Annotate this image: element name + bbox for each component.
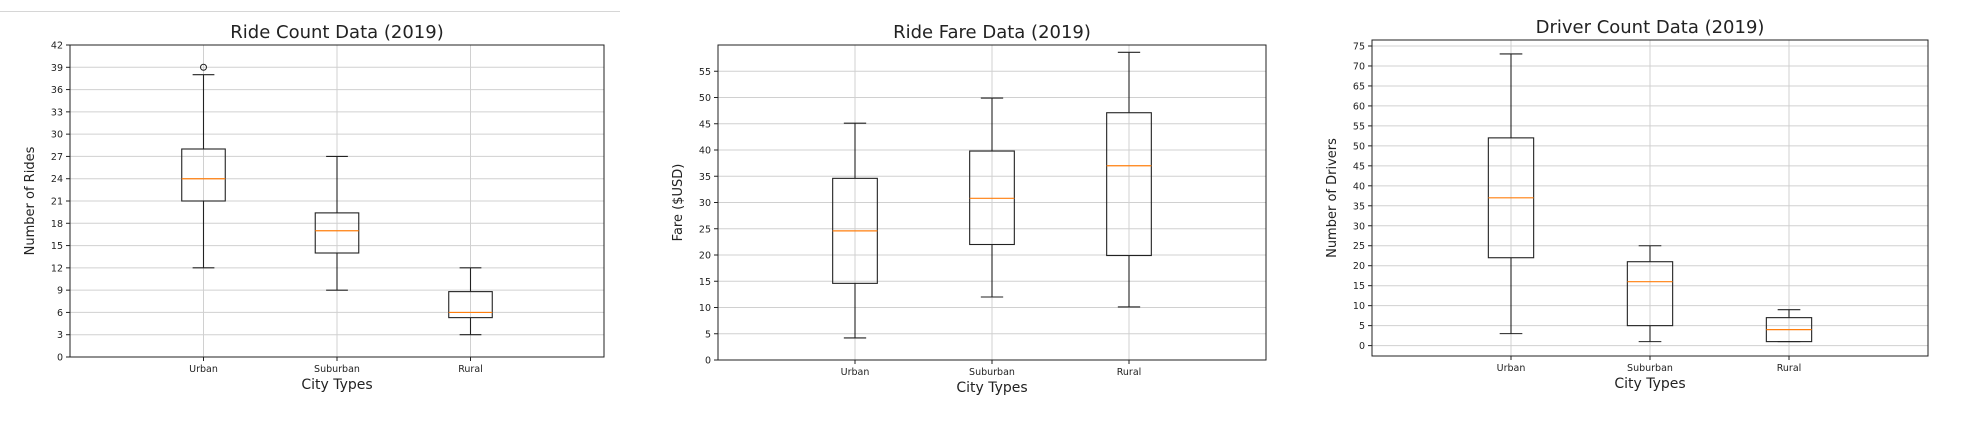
y-tick-label: 50 bbox=[699, 93, 711, 104]
box-iqr bbox=[181, 148, 226, 202]
y-tick-label: 42 bbox=[51, 41, 63, 52]
y-tick-label: 9 bbox=[57, 286, 63, 297]
y-tick-label: 20 bbox=[699, 251, 711, 262]
y-axis-label: Number of Drivers bbox=[1325, 138, 1340, 258]
y-tick-label: 24 bbox=[51, 174, 63, 185]
y-tick-label: 21 bbox=[51, 197, 63, 208]
x-tick-label: Rural bbox=[1777, 363, 1802, 374]
x-tick-label: Rural bbox=[1117, 367, 1142, 378]
y-tick-label: 75 bbox=[1353, 41, 1365, 52]
x-axis-label: City Types bbox=[1614, 376, 1685, 392]
x-tick-label: Urban bbox=[1497, 363, 1526, 374]
outlier-point bbox=[200, 63, 207, 71]
x-axis-label: City Types bbox=[301, 377, 372, 393]
y-tick-label: 45 bbox=[699, 119, 711, 130]
box-iqr bbox=[314, 212, 360, 254]
y-tick-label: 15 bbox=[699, 277, 711, 288]
y-tick-label: 36 bbox=[51, 85, 63, 96]
x-tick-label: Suburban bbox=[969, 367, 1015, 378]
x-tick-label: Urban bbox=[189, 364, 218, 375]
y-tick-label: 15 bbox=[1353, 281, 1365, 292]
y-tick-label: 55 bbox=[699, 67, 711, 78]
y-tick-label: 25 bbox=[699, 224, 711, 235]
y-axis-label: Fare ($USD) bbox=[671, 164, 686, 242]
box-iqr bbox=[448, 291, 493, 319]
box-iqr bbox=[1106, 112, 1152, 257]
box-suburban bbox=[969, 97, 1015, 298]
x-axis-label: City Types bbox=[956, 380, 1027, 396]
x-tick-label: Urban bbox=[841, 367, 870, 378]
y-tick-label: 6 bbox=[57, 308, 63, 319]
box-urban bbox=[1487, 53, 1535, 335]
y-tick-label: 35 bbox=[699, 172, 711, 183]
chart-panel-3: 0 5 10 15 20 25 30 35 40 45 50 55 60 65 70 75 Urban Subur… bbox=[1325, 17, 1929, 392]
x-tick-label: Suburban bbox=[314, 364, 360, 375]
chart-title: Ride Count Data (2019) bbox=[230, 22, 443, 43]
y-tick-label: 35 bbox=[1353, 201, 1365, 212]
y-tick-label: 60 bbox=[1353, 101, 1365, 112]
y-tick-label: 70 bbox=[1353, 61, 1365, 72]
y-tick-label: 15 bbox=[51, 241, 63, 252]
y-tick-label: 40 bbox=[1353, 181, 1365, 192]
box-iqr bbox=[1626, 261, 1674, 327]
box-rural bbox=[1765, 309, 1813, 343]
y-tick-label: 50 bbox=[1353, 141, 1365, 152]
y-tick-label: 39 bbox=[51, 63, 63, 74]
plot-frame bbox=[69, 44, 605, 358]
y-axis-label: Number of Rides bbox=[23, 146, 38, 255]
x-tick-label: Suburban bbox=[1627, 363, 1673, 374]
y-tick-label: 0 bbox=[705, 356, 711, 367]
y-tick-label: 12 bbox=[51, 263, 63, 274]
y-tick-label: 45 bbox=[1353, 161, 1365, 172]
y-tick-label: 30 bbox=[699, 198, 711, 209]
box-suburban bbox=[1626, 245, 1674, 343]
y-tick-label: 10 bbox=[699, 303, 711, 314]
y-tick-label: 25 bbox=[1353, 241, 1365, 252]
chart-panel-2: 0 5 10 15 20 25 30 35 40 45 50 55 Urban Suburban Rural… bbox=[671, 22, 1267, 396]
y-tick-label: 33 bbox=[51, 107, 63, 118]
chart-title: Ride Fare Data (2019) bbox=[893, 22, 1091, 43]
y-tick-label: 5 bbox=[1359, 321, 1365, 332]
box-rural bbox=[448, 267, 493, 336]
y-tick-label: 20 bbox=[1353, 261, 1365, 272]
plot-frame bbox=[717, 44, 1267, 361]
box-rural bbox=[1106, 51, 1152, 308]
y-tick-label: 3 bbox=[57, 330, 63, 341]
y-tick-label: 55 bbox=[1353, 121, 1365, 132]
plot-frame bbox=[1371, 39, 1929, 357]
top-divider bbox=[0, 11, 620, 12]
y-tick-label: 5 bbox=[705, 329, 711, 340]
y-tick-label: 30 bbox=[1353, 221, 1365, 232]
x-tick-label: Rural bbox=[458, 364, 483, 375]
box-urban bbox=[181, 63, 226, 269]
chart-title: Driver Count Data (2019) bbox=[1536, 17, 1765, 38]
box-urban bbox=[832, 122, 878, 339]
y-tick-label: 0 bbox=[1359, 341, 1365, 352]
box-suburban bbox=[314, 155, 360, 291]
y-tick-label: 18 bbox=[51, 219, 63, 230]
y-tick-label: 40 bbox=[699, 146, 711, 157]
y-tick-label: 27 bbox=[51, 152, 63, 163]
y-tick-label: 30 bbox=[51, 130, 63, 141]
y-tick-label: 0 bbox=[57, 353, 63, 364]
y-tick-label: 65 bbox=[1353, 81, 1365, 92]
y-tick-label: 10 bbox=[1353, 301, 1365, 312]
